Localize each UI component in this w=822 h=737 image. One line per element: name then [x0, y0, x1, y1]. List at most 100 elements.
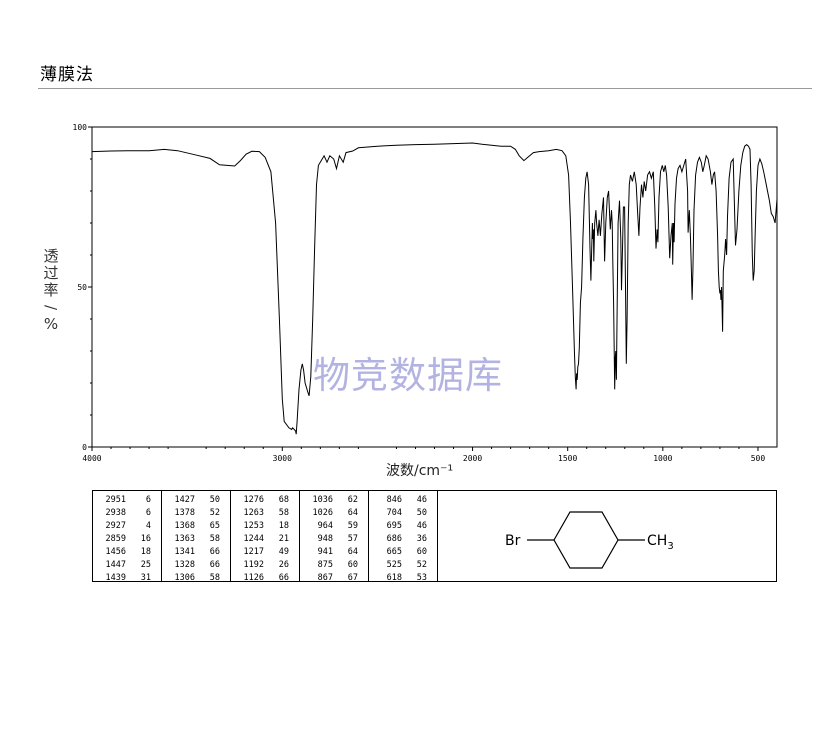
peak-transmittance: 25 [140, 560, 151, 570]
y-tick-label: 50 [77, 283, 87, 292]
peak-transmittance: 58 [209, 573, 220, 583]
peak-row: 1253 18 [231, 520, 299, 533]
peak-transmittance: 6 [145, 495, 151, 505]
x-tick-label: 4000 [82, 454, 101, 463]
peak-wavenumber: 1217 [243, 547, 264, 557]
peak-transmittance: 60 [416, 547, 427, 557]
y-axis-ticks: 100 50 0 [73, 123, 92, 452]
peak-column: 1427 50 1378 52 1368 65 1363 58 1341 66 1328 66 1306… [162, 491, 231, 583]
peak-wavenumber: 686 [386, 534, 402, 544]
peak-row: 867 67 [300, 572, 368, 585]
peak-wavenumber: 2951 [105, 495, 126, 505]
peak-row: 618 53 [369, 572, 437, 585]
peak-row: 1363 58 [162, 533, 230, 546]
x-axis-ticks: 4000 3000 2000 1500 1000 500 [82, 447, 765, 463]
y-tick-label: 100 [73, 123, 88, 132]
peak-row: 1341 66 [162, 546, 230, 559]
peak-column: 2951 6 2938 6 2927 4 2859 16 1456 18 1447 25 1439 31 [93, 491, 162, 583]
y-tick-label: 0 [82, 443, 87, 452]
watermark: 物竞数据库 [313, 354, 503, 397]
y-axis-label-char: 过 [43, 264, 59, 282]
peak-transmittance: 64 [347, 508, 358, 518]
peak-row: 2927 4 [93, 520, 161, 533]
peak-wavenumber: 1253 [243, 521, 264, 531]
y-axis-label: 透 过 率 / % [40, 248, 62, 333]
peak-transmittance: 52 [416, 560, 427, 570]
peak-transmittance: 50 [209, 495, 220, 505]
peak-transmittance: 58 [209, 534, 220, 544]
peak-transmittance: 66 [209, 560, 220, 570]
peak-row: 1328 66 [162, 559, 230, 572]
peak-row: 1244 21 [231, 533, 299, 546]
peak-wavenumber: 1368 [174, 521, 195, 531]
peak-transmittance: 50 [416, 508, 427, 518]
peak-transmittance: 46 [416, 521, 427, 531]
x-tick-label: 1000 [653, 454, 672, 463]
peak-column: 1276 68 1263 58 1253 18 1244 21 1217 49 1192 26 1126… [231, 491, 300, 583]
peak-transmittance: 53 [416, 573, 427, 583]
peak-transmittance: 58 [278, 508, 289, 518]
peak-row: 2951 6 [93, 494, 161, 507]
plot-frame [91, 126, 778, 448]
peak-row: 1306 58 [162, 572, 230, 585]
peak-transmittance: 57 [347, 534, 358, 544]
peak-transmittance: 46 [416, 495, 427, 505]
x-tick-label: 3000 [273, 454, 292, 463]
peak-wavenumber: 1036 [312, 495, 333, 505]
peak-wavenumber: 875 [317, 560, 333, 570]
peak-wavenumber: 1363 [174, 534, 195, 544]
peak-wavenumber: 1263 [243, 508, 264, 518]
peak-wavenumber: 1447 [105, 560, 126, 570]
peak-wavenumber: 618 [386, 573, 402, 583]
peak-row: 525 52 [369, 559, 437, 572]
peak-wavenumber: 1427 [174, 495, 195, 505]
peak-transmittance: 67 [347, 573, 358, 583]
peak-row: 964 59 [300, 520, 368, 533]
peak-wavenumber: 704 [386, 508, 402, 518]
peak-wavenumber: 941 [317, 547, 333, 557]
peak-transmittance: 31 [140, 573, 151, 583]
peak-transmittance: 65 [209, 521, 220, 531]
methyl-main: CH [647, 533, 667, 549]
peak-wavenumber: 525 [386, 560, 402, 570]
peak-wavenumber: 2859 [105, 534, 126, 544]
peak-transmittance: 4 [145, 521, 151, 531]
peak-transmittance: 62 [347, 495, 358, 505]
peak-wavenumber: 2927 [105, 521, 126, 531]
molecular-structure: Br CH3 [505, 511, 674, 569]
bromine-label: Br [505, 533, 521, 549]
peak-transmittance: 60 [347, 560, 358, 570]
peak-transmittance: 59 [347, 521, 358, 531]
peak-row: 1276 68 [231, 494, 299, 507]
peak-wavenumber: 1328 [174, 560, 195, 570]
peak-wavenumber: 1306 [174, 573, 195, 583]
peak-row: 941 64 [300, 546, 368, 559]
peak-wavenumber: 1341 [174, 547, 195, 557]
x-tick-label: 500 [751, 454, 766, 463]
peak-wavenumber: 1378 [174, 508, 195, 518]
peak-row: 2859 16 [93, 533, 161, 546]
page-title: 薄膜法 [40, 65, 94, 85]
y-axis-label-char: % [43, 315, 59, 333]
peak-row: 875 60 [300, 559, 368, 572]
peak-row: 1368 65 [162, 520, 230, 533]
peak-wavenumber: 695 [386, 521, 402, 531]
cyclohexane-ring [553, 511, 619, 569]
peak-transmittance: 6 [145, 508, 151, 518]
peak-column: 1036 62 1026 64 964 59 948 57 941 64 875 60 867 67 [300, 491, 369, 583]
peak-transmittance: 21 [278, 534, 289, 544]
y-axis-label-separator: / [42, 304, 61, 311]
peak-row: 1026 64 [300, 507, 368, 520]
x-axis-label: 波数/cm⁻¹ [386, 463, 454, 479]
peak-wavenumber: 665 [386, 547, 402, 557]
peak-transmittance: 18 [140, 547, 151, 557]
x-tick-label: 2000 [463, 454, 482, 463]
peak-wavenumber: 846 [386, 495, 402, 505]
peak-row: 1217 49 [231, 546, 299, 559]
peak-wavenumber: 1439 [105, 573, 126, 583]
peak-row: 1439 31 [93, 572, 161, 585]
peak-row: 948 57 [300, 533, 368, 546]
peak-wavenumber: 1456 [105, 547, 126, 557]
peak-transmittance: 64 [347, 547, 358, 557]
